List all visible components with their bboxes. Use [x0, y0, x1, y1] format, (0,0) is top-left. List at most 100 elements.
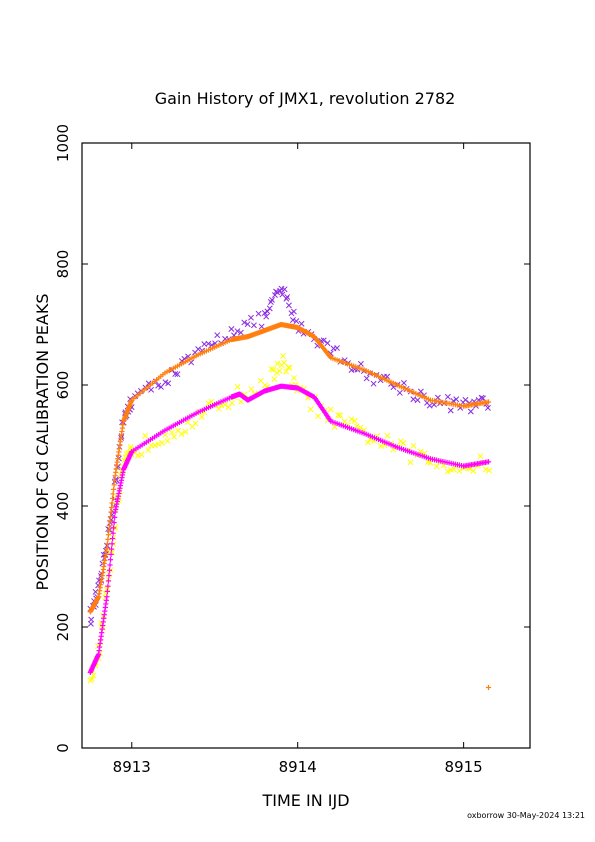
data-point — [110, 530, 116, 536]
data-point — [284, 294, 291, 300]
data-point — [110, 534, 117, 541]
data-point — [261, 310, 268, 316]
data-point — [400, 379, 407, 386]
data-point — [105, 532, 112, 538]
data-point — [104, 588, 111, 595]
data-point — [364, 439, 371, 446]
data-point — [148, 386, 155, 393]
data-point — [104, 541, 111, 547]
data-point — [107, 562, 113, 568]
plot-frame — [81, 142, 531, 749]
y-axis-label: POSITION OF Cd CALIBRATION PEAKS — [33, 294, 52, 591]
data-point — [410, 442, 417, 449]
data-point — [90, 672, 97, 679]
data-point — [271, 376, 278, 383]
data-point — [351, 417, 358, 424]
data-point — [138, 451, 145, 458]
y-tick-label: 600 — [54, 371, 72, 400]
data-point — [88, 616, 95, 623]
data-point — [281, 286, 288, 293]
data-point — [108, 504, 115, 511]
data-point — [396, 389, 403, 396]
data-point — [286, 364, 293, 371]
data-point — [192, 420, 199, 427]
data-point — [324, 340, 331, 347]
data-point — [234, 383, 241, 390]
data-point — [155, 441, 162, 448]
data-point — [228, 326, 235, 332]
data-point — [88, 675, 95, 682]
data-point — [111, 482, 117, 488]
data-point — [348, 416, 355, 423]
data-point — [229, 400, 235, 407]
data-point — [174, 371, 181, 378]
data-point — [263, 313, 270, 320]
data-point — [111, 486, 117, 492]
data-point — [255, 310, 262, 317]
data-point — [248, 386, 255, 393]
data-point — [241, 319, 248, 326]
data-point — [477, 453, 484, 460]
data-point — [165, 380, 172, 387]
data-point — [105, 583, 111, 589]
x-axis-label: TIME IN IJD — [261, 791, 349, 810]
data-point — [384, 432, 391, 439]
data-point — [107, 513, 114, 520]
data-point — [205, 340, 212, 347]
data-point — [268, 366, 275, 373]
data-point — [107, 557, 114, 563]
data-point — [283, 295, 290, 302]
data-point — [106, 523, 113, 529]
data-point — [172, 371, 179, 377]
data-point — [285, 302, 292, 309]
data-point — [478, 394, 485, 401]
y-tick-label: 0 — [54, 743, 72, 753]
data-point — [337, 412, 344, 419]
data-point — [290, 374, 297, 381]
data-point — [285, 364, 292, 371]
data-point — [315, 413, 322, 420]
y-tick-label: 1000 — [54, 124, 72, 162]
data-point — [274, 360, 281, 367]
data-point — [400, 440, 407, 447]
data-point — [250, 322, 257, 329]
data-point — [171, 433, 178, 440]
data-point — [320, 337, 327, 344]
data-point — [433, 463, 440, 470]
y-tick-label: 400 — [54, 492, 72, 521]
data-point — [104, 585, 111, 592]
data-point — [106, 572, 112, 579]
data-point — [462, 396, 469, 403]
data-point — [106, 567, 113, 573]
data-point — [293, 318, 300, 325]
data-point — [162, 431, 169, 438]
data-point — [152, 442, 159, 449]
data-point — [485, 459, 492, 465]
data-point — [106, 527, 112, 533]
data-point — [353, 423, 360, 430]
data-point — [164, 437, 171, 444]
data-point — [456, 468, 463, 474]
data-point — [108, 551, 114, 557]
data-point — [214, 332, 221, 339]
data-point — [357, 424, 364, 431]
data-point — [450, 466, 457, 473]
data-point — [135, 452, 141, 459]
data-point — [182, 428, 189, 435]
data-point — [480, 395, 486, 402]
data-point — [289, 317, 296, 323]
data-point — [470, 468, 477, 474]
data-point — [158, 384, 164, 390]
data-point — [198, 414, 205, 421]
data-point — [138, 387, 144, 394]
data-point — [109, 541, 115, 547]
data-point — [142, 432, 149, 439]
data-point — [104, 545, 110, 551]
data-point — [238, 398, 244, 405]
data-point — [112, 477, 118, 483]
data-point — [244, 321, 251, 328]
data-point — [258, 323, 265, 330]
data-point — [290, 308, 297, 315]
data-point — [331, 423, 338, 430]
